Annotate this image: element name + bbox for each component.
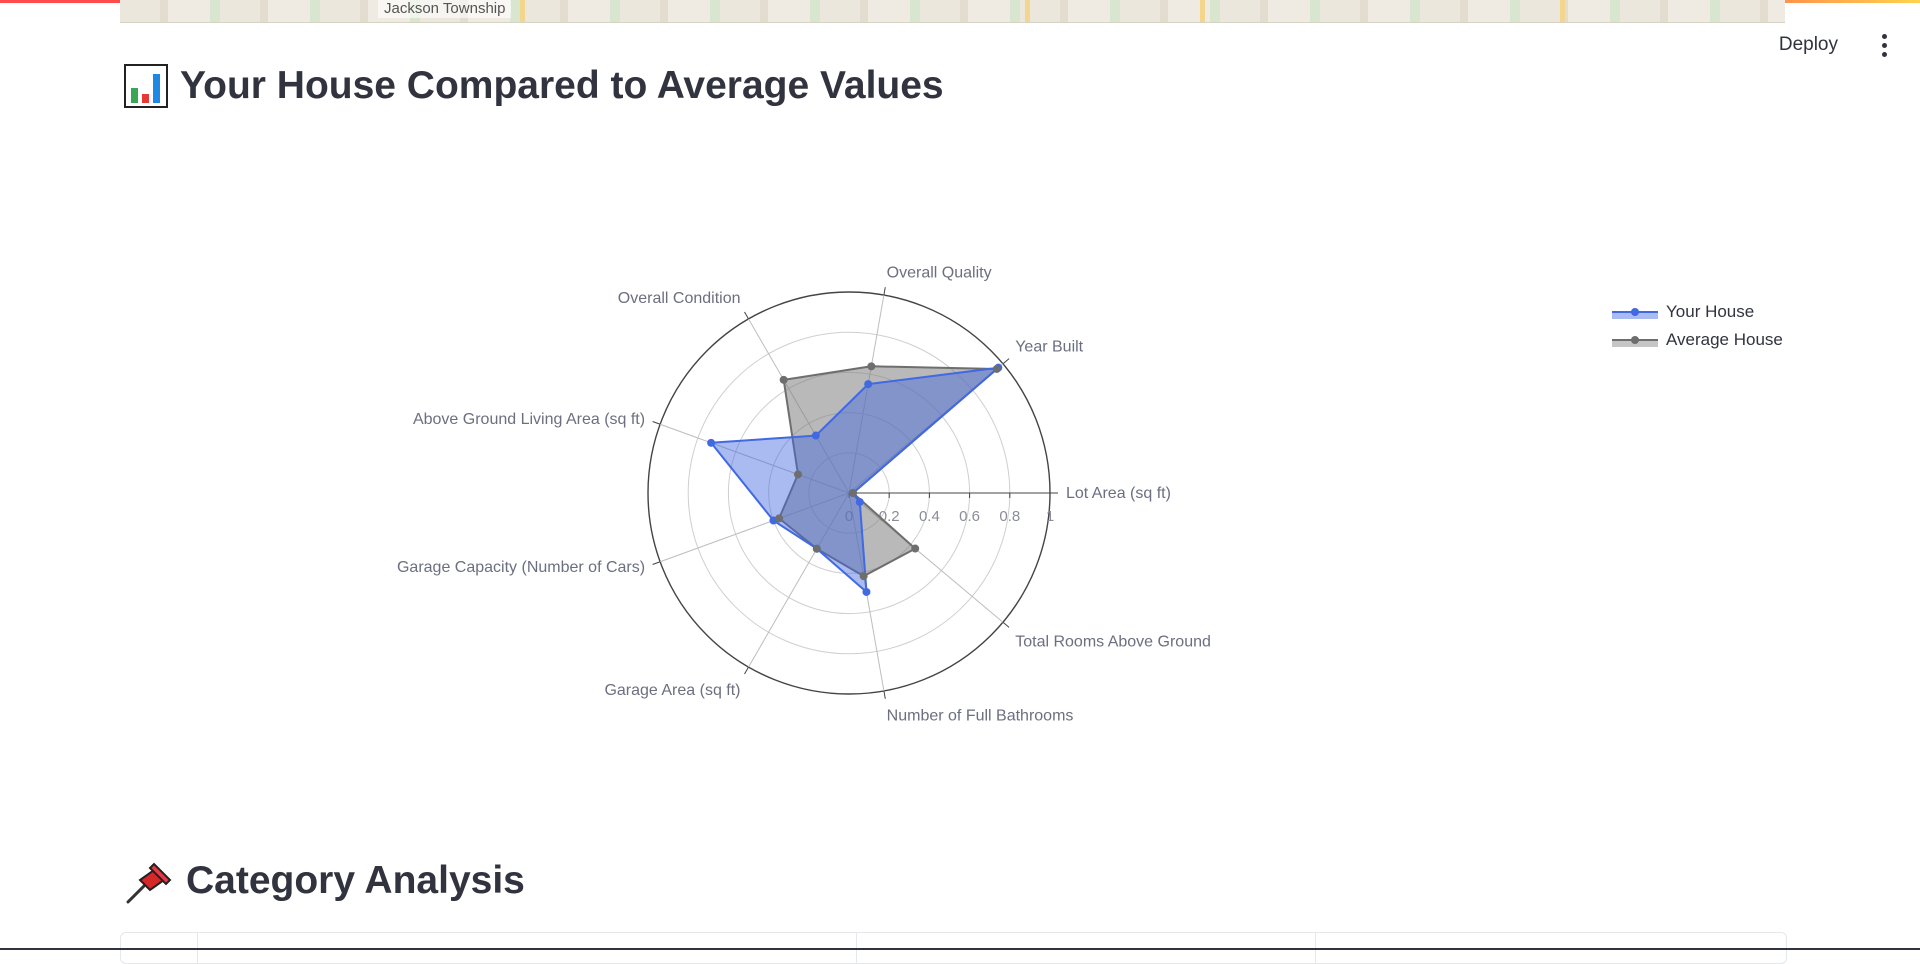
angular-axis-label: Garage Capacity (Number of Cars) — [397, 559, 645, 576]
data-point-your-house — [707, 438, 716, 447]
angular-tick — [883, 287, 886, 296]
legend-label-your-house: Your House — [1666, 302, 1755, 321]
chart-legend: Your House Average House — [1612, 298, 1783, 354]
angular-tick — [744, 311, 749, 320]
deploy-button[interactable]: Deploy — [1771, 28, 1846, 62]
legend-swatch-average-house — [1612, 336, 1658, 347]
angular-axis-label: Overall Condition — [618, 290, 741, 307]
data-point-average-house — [775, 514, 784, 523]
category-section-title: Category Analysis — [124, 856, 525, 906]
legend-label-average-house: Average House — [1666, 330, 1783, 349]
map-preview[interactable]: Jackson Township — [120, 0, 1785, 23]
data-point-your-house — [862, 587, 871, 596]
data-point-your-house — [811, 431, 820, 440]
legend-item-average-house[interactable]: Average House — [1612, 326, 1783, 354]
app-header: Deploy — [1771, 24, 1920, 66]
data-point-average-house — [992, 364, 1001, 373]
data-point-average-house — [867, 362, 876, 371]
pushpin-emoji-icon — [126, 862, 172, 904]
data-point-average-house — [859, 572, 868, 581]
angular-tick — [652, 561, 661, 565]
bottom-edge — [0, 948, 1920, 950]
legend-swatch-your-house — [1612, 308, 1658, 319]
data-point-your-house — [855, 498, 864, 507]
angular-axis-label: Number of Full Bathrooms — [887, 708, 1074, 725]
data-point-average-house — [911, 544, 920, 553]
data-point-average-house — [794, 470, 803, 479]
legend-item-your-house[interactable]: Your House — [1612, 298, 1783, 326]
bar-chart-emoji-icon — [124, 64, 168, 108]
angular-tick — [1002, 621, 1010, 628]
angular-axis-label: Garage Area (sq ft) — [604, 682, 740, 699]
radial-tick-label: 0.8 — [999, 508, 1020, 525]
angular-tick — [652, 421, 661, 425]
page-title: Your House Compared to Average Values — [124, 64, 944, 108]
vertical-ellipsis-icon[interactable] — [1872, 31, 1896, 59]
angular-axis-label: Total Rooms Above Ground — [1015, 633, 1211, 650]
angular-axis-label: Overall Quality — [887, 264, 992, 281]
radial-tick-label: 1 — [1046, 508, 1054, 525]
data-point-your-house — [864, 380, 873, 389]
map-road — [520, 0, 525, 22]
radial-tick-label: 0.4 — [919, 508, 940, 525]
series-area-your-house — [710, 366, 1000, 593]
angular-tick — [744, 666, 749, 675]
map-place-label: Jackson Township — [378, 0, 512, 18]
angular-axis-label: Above Ground Living Area (sq ft) — [413, 411, 645, 428]
map-road — [1025, 0, 1030, 22]
angular-tick — [883, 690, 886, 699]
data-point-average-house — [779, 375, 788, 384]
data-point-average-house — [849, 489, 858, 497]
map-road — [1560, 0, 1565, 22]
angular-axis-label: Year Built — [1015, 339, 1083, 356]
page-title-text: Your House Compared to Average Values — [180, 64, 944, 107]
angular-axis-label: Lot Area (sq ft) — [1066, 485, 1171, 502]
category-section-title-text: Category Analysis — [186, 859, 525, 902]
map-road — [1200, 0, 1205, 22]
angular-tick — [1002, 358, 1010, 365]
data-point-average-house — [812, 544, 821, 553]
radial-tick-label: 0.6 — [959, 508, 980, 525]
